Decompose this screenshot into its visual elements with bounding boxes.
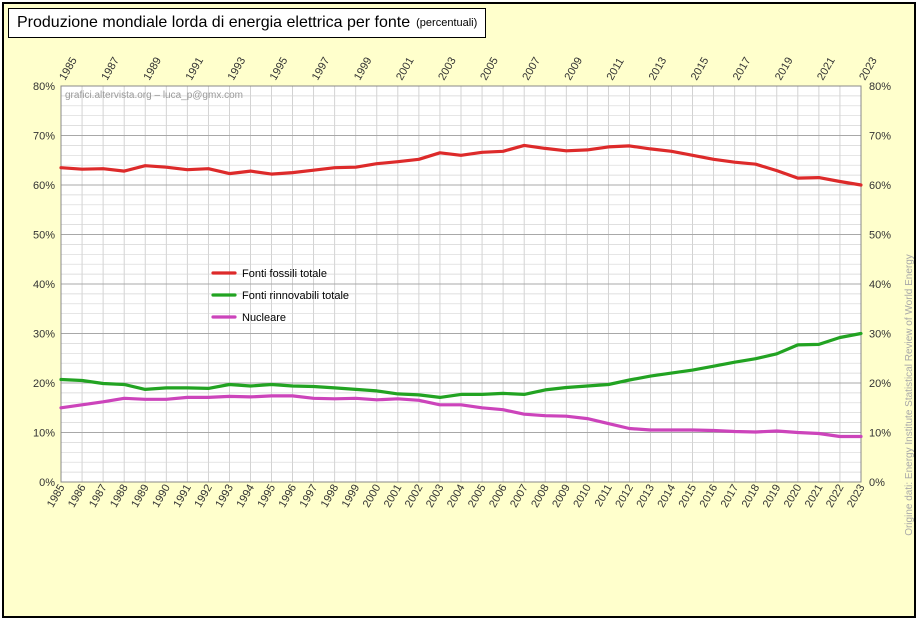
y-tick-label-right: 50% [869, 230, 891, 242]
x-tick-label-bottom: 2005 [466, 483, 489, 510]
series-line [59, 331, 863, 399]
x-tick-label-bottom: 1991 [171, 483, 194, 510]
plot-border [60, 85, 862, 483]
x-tick-label-top: 1991 [184, 55, 207, 82]
x-tick-label-top: 2013 [647, 55, 670, 82]
x-tick-label-top: 2011 [605, 56, 627, 82]
source-note: Origine dati: Energy Institute Statistic… [904, 254, 915, 536]
x-tick-label-bottom: 2021 [803, 483, 826, 510]
x-tick-label-bottom: 1993 [213, 483, 236, 510]
x-tick-label-top: 1995 [268, 55, 291, 82]
x-tick-label-bottom: 2012 [613, 483, 636, 510]
x-tick-label-bottom: 2008 [529, 483, 552, 510]
y-tick-label-left: 20% [33, 378, 55, 390]
y-tick-label-left: 50% [33, 230, 55, 242]
title-box: Produzione mondiale lorda di energia ele… [8, 8, 487, 38]
x-tick-label-top: 2023 [857, 55, 880, 82]
x-tick-label-bottom: 2006 [487, 483, 510, 510]
x-tick-label-bottom: 1988 [108, 483, 131, 510]
x-tick-label-top: 2005 [478, 55, 501, 82]
x-tick-label-top: 2015 [689, 55, 712, 82]
y-tick-label-left: 80% [33, 81, 55, 93]
x-tick-label-top: 2007 [520, 55, 543, 82]
x-tick-label-bottom: 1987 [87, 483, 110, 510]
legend: Fonti fossili totale Fonti rinnovabili to… [211, 268, 349, 324]
x-tick-label-top: 1989 [141, 55, 164, 82]
x-tick-label-top: 2009 [562, 55, 585, 82]
y-tick-label-left: 70% [33, 131, 55, 143]
x-tick-label-bottom: 2018 [740, 483, 763, 510]
y-tick-label-right: 10% [869, 428, 891, 440]
x-tick-label-bottom: 2023 [845, 483, 868, 510]
x-tick-label-bottom: 1995 [255, 483, 278, 510]
x-tick-label-bottom: 1997 [298, 483, 321, 510]
x-tick-label-bottom: 2013 [634, 483, 657, 510]
x-tick-label-bottom: 2016 [698, 483, 721, 510]
gridlines [60, 85, 862, 483]
x-tick-label-bottom: 1989 [129, 483, 152, 510]
x-tick-label-bottom: 2001 [382, 483, 405, 510]
x-tick-label-top: 1997 [310, 55, 333, 82]
x-tick-label-bottom: 2010 [571, 483, 594, 510]
x-tick-label-bottom: 2017 [719, 483, 742, 510]
y-tick-label-left: 60% [33, 180, 55, 192]
y-tick-label-right: 60% [869, 180, 891, 192]
x-tick-label-bottom: 2002 [403, 483, 426, 510]
x-tick-label-bottom: 2014 [655, 483, 678, 510]
y-tick-label-right: 80% [869, 81, 891, 93]
x-tick-label-bottom: 1986 [66, 483, 89, 510]
x-tick-label-bottom: 1999 [340, 483, 363, 510]
x-tick-label-bottom: 2020 [782, 483, 805, 510]
y-tick-label-right: 30% [869, 329, 891, 341]
y-tick-label-left: 30% [33, 329, 55, 341]
series-line [59, 394, 863, 439]
x-tick-label-top: 1993 [226, 55, 249, 82]
x-tick-label-bottom: 1990 [150, 483, 173, 510]
x-tick-label-bottom: 2019 [761, 483, 784, 510]
x-tick-label-top: 2001 [394, 55, 417, 82]
legend-label: Nucleare [242, 312, 286, 324]
x-tick-label-top: 2017 [731, 55, 754, 82]
x-tick-label-bottom: 2004 [445, 483, 468, 510]
x-tick-label-bottom: 2015 [677, 483, 700, 510]
y-tick-label-left: 40% [33, 279, 55, 291]
x-tick-label-bottom: 1996 [277, 483, 300, 510]
watermark: grafici.altervista.org – luca_p@gmx.com [65, 90, 243, 101]
y-tick-label-right: 0% [869, 477, 885, 489]
y-tick-label-right: 40% [869, 279, 891, 291]
y-tick-label-left: 10% [33, 428, 55, 440]
x-tick-label-top: 2003 [436, 55, 459, 82]
series-line [59, 143, 863, 187]
y-tick-label-right: 20% [869, 378, 891, 390]
chart-subtitle: (percentuali) [416, 17, 478, 29]
x-tick-label-bottom: 2003 [424, 483, 447, 510]
x-tick-label-bottom: 1992 [192, 483, 215, 510]
x-tick-label-top: 2021 [815, 55, 838, 82]
x-tick-label-top: 1999 [352, 55, 375, 82]
x-tick-label-top: 1987 [99, 55, 122, 82]
x-tick-label-bottom: 2000 [361, 483, 384, 510]
y-tick-label-right: 70% [869, 131, 891, 143]
x-tick-label-bottom: 1998 [319, 483, 342, 510]
legend-label: Fonti rinnovabili totale [242, 290, 349, 302]
x-tick-label-top: 2019 [773, 55, 796, 82]
x-tick-label-bottom: 2022 [824, 483, 847, 510]
legend-label: Fonti fossili totale [242, 268, 327, 280]
x-tick-label-top: 1985 [57, 55, 80, 82]
y-tick-label-left: 0% [39, 477, 55, 489]
x-tick-label-bottom: 2011 [593, 483, 615, 509]
x-tick-label-bottom: 2007 [508, 483, 531, 510]
chart-title: Produzione mondiale lorda di energia ele… [17, 14, 411, 31]
x-tick-label-bottom: 1994 [234, 483, 257, 510]
x-tick-label-bottom: 2009 [550, 483, 573, 510]
series-group [59, 143, 863, 439]
